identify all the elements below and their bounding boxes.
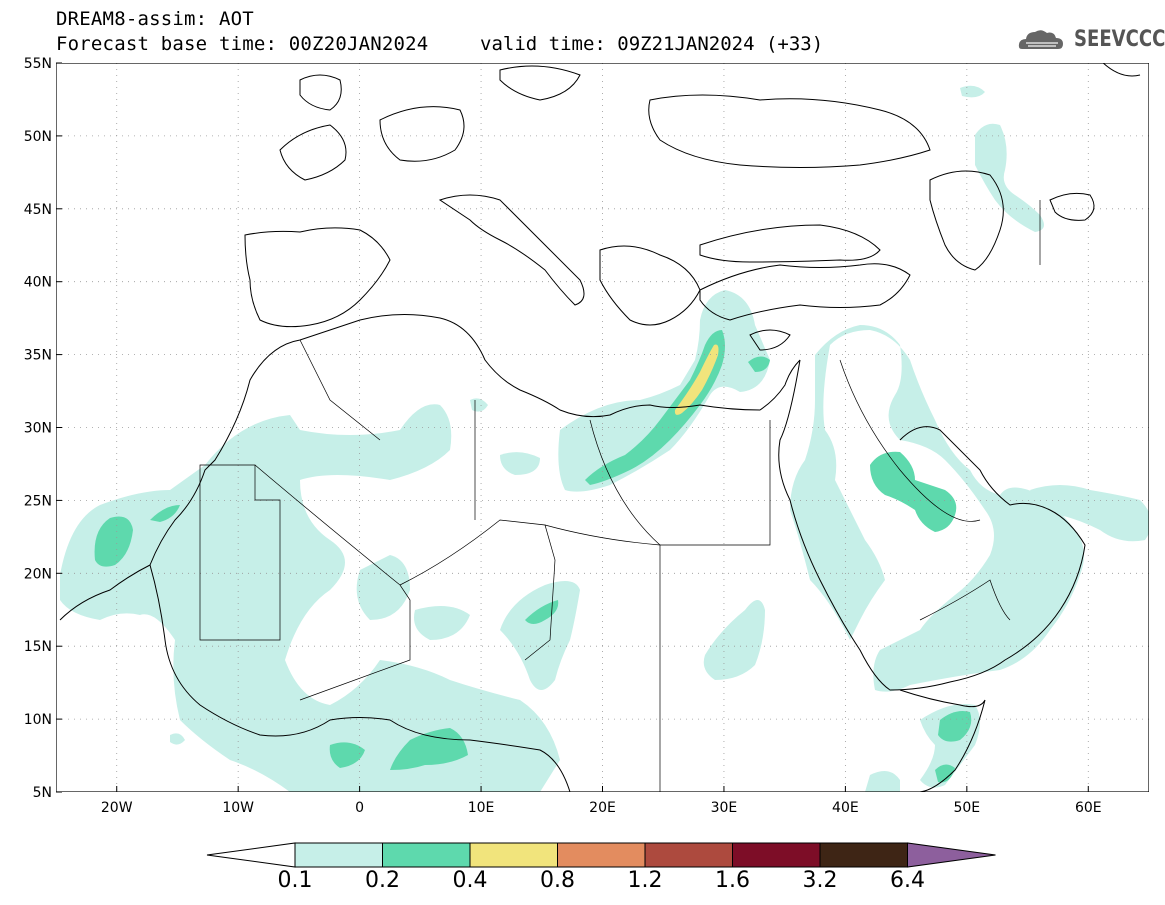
colorbar-level-label: 0.4 (452, 868, 488, 893)
lon-tick-label: 0 (355, 800, 364, 816)
colorbar-box (294, 842, 383, 868)
colorbar-under-arrow (206, 842, 296, 868)
colorbar-level-label: 1.2 (627, 868, 663, 893)
lon-tick-label: 20E (589, 800, 616, 816)
colorbar-level-label: 1.6 (715, 868, 750, 893)
colorbar-box (732, 842, 821, 868)
colorbar-over-arrow (907, 842, 996, 868)
lat-tick-label: 35N (24, 348, 52, 364)
cloud-logo-icon (1018, 30, 1063, 49)
colorbar-box (382, 842, 471, 868)
lat-tick-label: 20N (24, 566, 52, 582)
colorbar-level-label: 3.2 (802, 868, 838, 893)
colorbar (206, 842, 996, 868)
map-grid (56, 63, 1149, 792)
colorbar-box (557, 842, 646, 868)
lon-tick-label: 10E (468, 800, 495, 816)
lon-tick-label: 10W (222, 800, 254, 816)
lat-tick-label: 10N (24, 712, 52, 728)
lat-tick-label: 30N (24, 421, 52, 437)
lat-tick-label: 45N (24, 202, 52, 218)
colorbar-level-label: 0.8 (540, 868, 575, 893)
country-borders (199, 200, 1041, 792)
lat-tick-label: 25N (24, 493, 52, 509)
colorbar-level-label: 6.4 (890, 868, 925, 893)
colorbar-box (469, 842, 558, 868)
colorbar-box (819, 842, 908, 868)
aot-high-field (674, 344, 719, 415)
map-title: DREAM8-assim: AOT (56, 8, 254, 30)
lat-tick-label: 5N (33, 785, 52, 801)
colorbar-box (644, 842, 733, 868)
aot-low-field (60, 85, 1149, 792)
lat-tick-label: 15N (24, 639, 52, 655)
lon-tick-label: 50E (953, 800, 980, 816)
aot-mid-field (94, 330, 972, 783)
lat-tick-label: 55N (24, 56, 52, 72)
colorbar-level-label: 0.2 (365, 868, 400, 893)
valid-time-label: valid time: 09Z21JAN2024 (+33) (480, 33, 824, 55)
colorbar-level-label: 0.1 (277, 868, 313, 893)
logo-text: SEEVCCC (1074, 27, 1165, 52)
base-time-label: Forecast base time: 00Z20JAN2024 (56, 33, 429, 55)
lon-tick-label: 20W (101, 800, 133, 816)
lon-tick-label: 40E (832, 800, 859, 816)
axis-ticks: 55N 50N 45N 40N 35N 30N 25N 20N 15N 10N 5N 20W 10W 0 1… (24, 56, 1102, 816)
lon-tick-label: 60E (1075, 800, 1102, 816)
coastlines (59, 63, 1141, 792)
lat-tick-label: 50N (24, 129, 52, 145)
lat-tick-label: 40N (24, 275, 52, 291)
lon-tick-label: 30E (711, 800, 738, 816)
